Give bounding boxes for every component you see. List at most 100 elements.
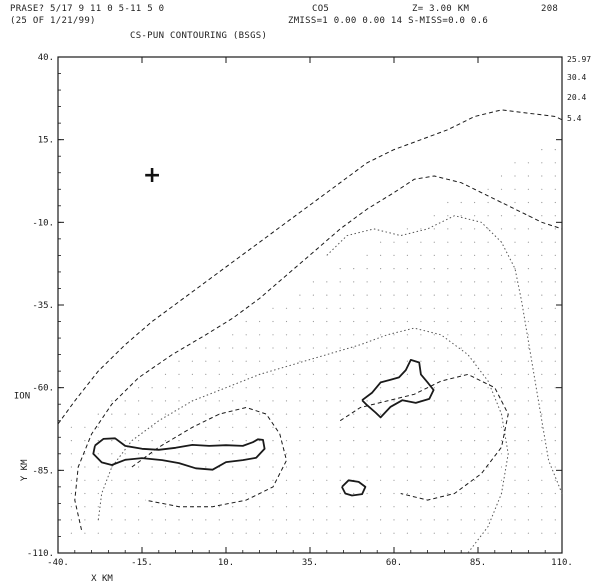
data-field-dot: [393, 532, 395, 534]
data-field-dot: [420, 519, 422, 521]
data-field-dot: [178, 400, 180, 402]
data-field-dot: [245, 347, 247, 349]
data-field-dot: [406, 519, 408, 521]
data-field-dot: [514, 373, 516, 375]
data-field-dot: [339, 373, 341, 375]
data-field-dot: [312, 400, 314, 402]
data-field-dot: [285, 519, 288, 521]
data-field-dot: [353, 320, 355, 323]
data-field-dot: [70, 426, 72, 428]
data-field-dot: [339, 387, 341, 389]
data-field-dot: [554, 466, 556, 468]
data-field-dot: [460, 307, 462, 309]
data-field-dot: [312, 440, 314, 442]
data-field-dot: [541, 175, 543, 177]
data-field-dot: [84, 426, 86, 428]
data-field-dot: [460, 532, 462, 534]
data-field-dot: [393, 413, 395, 415]
data-field-dot: [339, 400, 341, 402]
data-field-dot: [299, 347, 301, 349]
data-field-dot: [460, 334, 462, 336]
data-field-dot: [447, 281, 449, 283]
data-field-dot: [514, 479, 516, 481]
data-field-dot: [366, 294, 368, 296]
data-field-dot: [164, 426, 167, 428]
data-field-dot: [299, 440, 301, 442]
data-field-dot: [541, 492, 543, 495]
data-field-dot: [500, 334, 503, 336]
data-field-dot: [380, 347, 382, 349]
side-label: 25.97: [567, 55, 591, 64]
data-field-dot: [339, 466, 341, 468]
data-field-dot: [339, 360, 341, 362]
data-field-dot: [474, 453, 476, 455]
data-field-dot: [312, 506, 314, 508]
data-field-dot: [487, 413, 489, 415]
data-field-dot: [393, 426, 395, 428]
data-field-dot: [474, 254, 476, 256]
data-field-dot: [245, 334, 247, 336]
data-field-dot: [111, 532, 113, 534]
data-field-dot: [554, 506, 556, 508]
data-field-dot: [245, 400, 247, 402]
data-field-dot: [514, 162, 516, 164]
data-field-dot: [527, 334, 530, 336]
data-field-dot: [111, 479, 113, 481]
data-field-dot: [312, 307, 314, 309]
data-field-dot: [500, 373, 503, 375]
data-field-dot: [299, 294, 301, 296]
data-field-dot: [554, 175, 556, 177]
data-field-dot: [366, 281, 368, 283]
data-field-dot: [393, 453, 395, 455]
data-field-dot: [447, 466, 449, 468]
data-field-dot: [380, 400, 382, 402]
data-field-dot: [420, 254, 422, 256]
data-field-dot: [420, 334, 422, 336]
data-field-dot: [527, 387, 530, 389]
data-field-dot: [460, 440, 462, 442]
data-field-dot: [460, 268, 462, 270]
data-field-dot: [326, 373, 328, 375]
data-field-dot: [487, 268, 489, 270]
header-line2-left: (25 OF 1/21/99): [10, 16, 96, 26]
data-field-dot: [487, 426, 489, 428]
data-field-dot: [312, 373, 314, 375]
data-field-dot: [178, 360, 180, 362]
data-field-dot: [326, 440, 328, 442]
data-field-dot: [138, 466, 140, 468]
data-field-dot: [406, 466, 408, 468]
data-field-dot: [218, 532, 220, 534]
data-field-dot: [138, 440, 140, 442]
data-field-dot: [487, 307, 489, 309]
data-field-dot: [514, 215, 516, 217]
plus-marker: +: [143, 163, 161, 188]
data-field-dot: [272, 506, 274, 508]
data-field-dot: [554, 162, 556, 164]
data-field-dot: [164, 506, 167, 508]
data-field-dot: [380, 334, 382, 336]
data-field-dot: [447, 453, 449, 455]
data-field-dot: [393, 440, 395, 442]
data-field-dot: [312, 453, 314, 455]
data-field-dot: [205, 387, 207, 389]
data-field-dot: [420, 492, 422, 495]
data-field-dot: [487, 479, 489, 481]
data-field-dot: [97, 426, 99, 428]
data-field-dot: [299, 532, 301, 534]
data-field-dot: [460, 228, 462, 230]
data-field-dot: [406, 492, 408, 495]
data-field-dot: [272, 492, 274, 495]
data-field-dot: [393, 373, 395, 375]
data-field-dot: [514, 440, 516, 442]
data-field-dot: [366, 334, 368, 336]
data-field-dot: [218, 387, 220, 389]
data-field-dot: [84, 440, 86, 442]
data-field-dot: [366, 519, 368, 521]
data-field-dot: [447, 413, 449, 415]
data-field-dot: [554, 281, 556, 283]
data-field-dot: [433, 440, 435, 442]
data-field-dot: [420, 440, 422, 442]
data-field-dot: [487, 347, 489, 349]
data-field-dot: [312, 519, 314, 521]
contour-dashed-inner: [131, 407, 287, 508]
